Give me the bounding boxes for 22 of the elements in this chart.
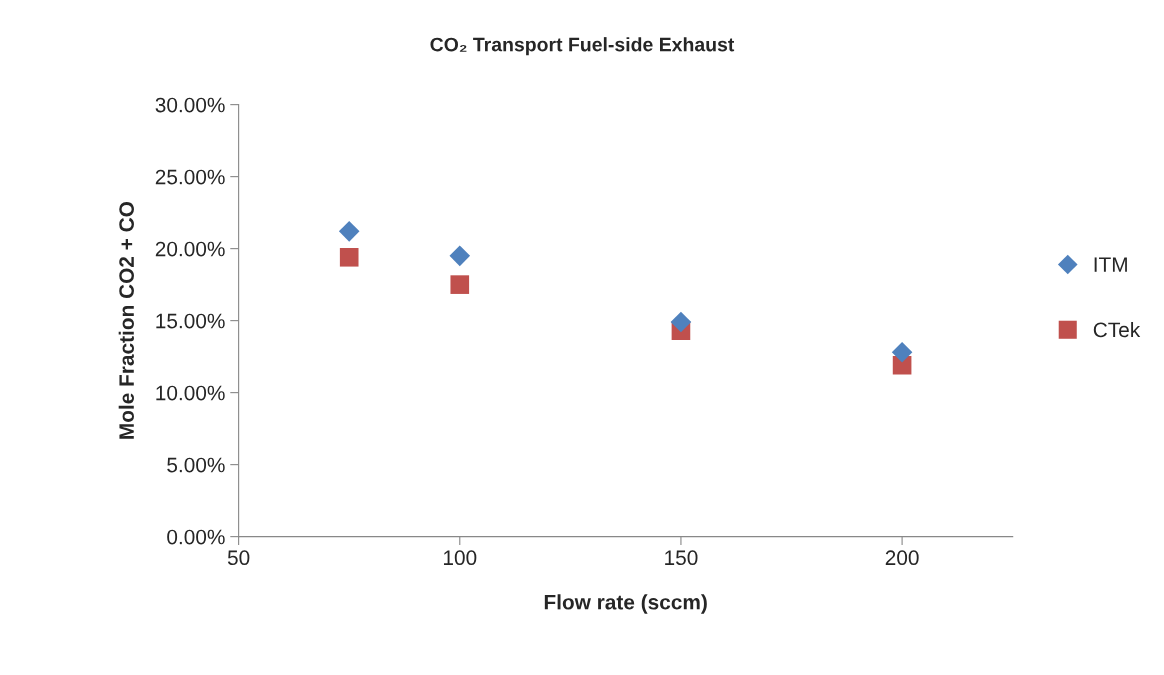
x-tick-label: 50 xyxy=(227,550,250,566)
point xyxy=(891,342,913,363)
y-tick-label: 5.00% xyxy=(167,457,225,473)
point xyxy=(670,311,692,333)
x-tick-label: 200 xyxy=(885,550,919,566)
y-tick-label: 0.00% xyxy=(167,529,225,545)
x-axis-title: Flow rate (sccm) xyxy=(544,594,707,614)
y-tick-label: 25.00% xyxy=(155,169,225,185)
chart-title: CO₂ Transport Fuel-side Exhaust xyxy=(430,37,735,56)
x-tick-label: 100 xyxy=(443,550,477,566)
legend-label: CTek xyxy=(1093,321,1141,338)
x-tick-label: 150 xyxy=(665,550,698,566)
y-tick-label: 15.00% xyxy=(156,313,225,329)
point xyxy=(339,247,359,267)
y-tick-label: 20.00% xyxy=(155,241,225,257)
point xyxy=(338,221,360,242)
y-axis-title: Mole Fraction CO2 + CO xyxy=(118,201,134,439)
y-tick-label: 10.00% xyxy=(156,385,225,401)
point xyxy=(450,275,470,294)
legend-label: ITM xyxy=(1094,257,1127,272)
point xyxy=(449,245,471,267)
y-tick-label: 30.00% xyxy=(155,97,225,113)
